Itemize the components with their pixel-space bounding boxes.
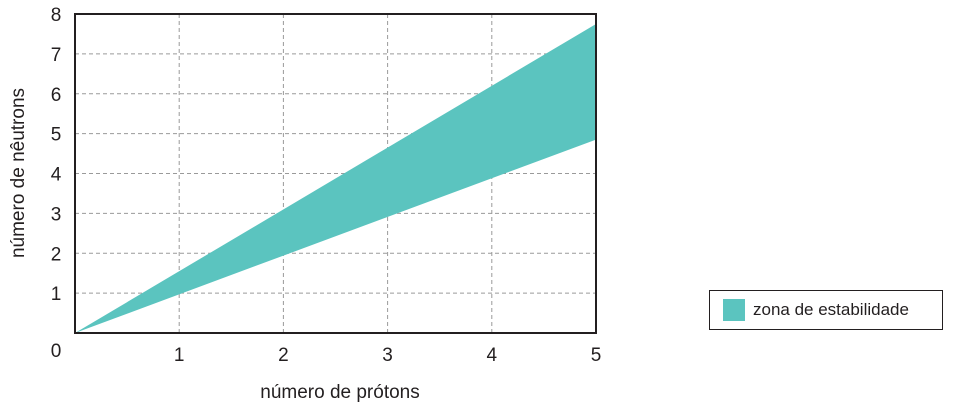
y-tick-label: 8: [51, 5, 62, 26]
y-tick-label: 4: [51, 165, 62, 186]
y-tick-labels: 0 1 2 3 4 5 6 7 8: [51, 5, 62, 362]
x-axis-title: número de prótons: [260, 382, 420, 403]
grid-lines: [75, 14, 596, 333]
legend-label: zona de estabilidade: [753, 300, 909, 319]
x-tick-label: 5: [591, 345, 602, 366]
stability-band-layer: [75, 23, 596, 333]
y-axis-title: número de nêutrons: [8, 88, 29, 258]
y-tick-label: 0: [51, 341, 62, 362]
x-tick-label: 1: [174, 345, 185, 366]
y-tick-label: 2: [51, 244, 62, 265]
stability-zone-band: [75, 23, 596, 333]
y-tick-label: 6: [51, 85, 62, 106]
legend-swatch: [723, 299, 745, 321]
x-tick-label: 2: [278, 345, 289, 366]
legend: zona de estabilidade: [709, 290, 943, 330]
y-tick-label: 7: [51, 45, 62, 66]
y-tick-label: 5: [51, 125, 62, 146]
x-tick-label: 4: [487, 345, 498, 366]
x-tick-label: 3: [382, 345, 393, 366]
y-tick-label: 3: [51, 204, 62, 225]
y-tick-label: 1: [51, 284, 62, 305]
plot-frame: [74, 13, 597, 334]
x-tick-labels: 1 2 3 4 5: [174, 345, 601, 366]
